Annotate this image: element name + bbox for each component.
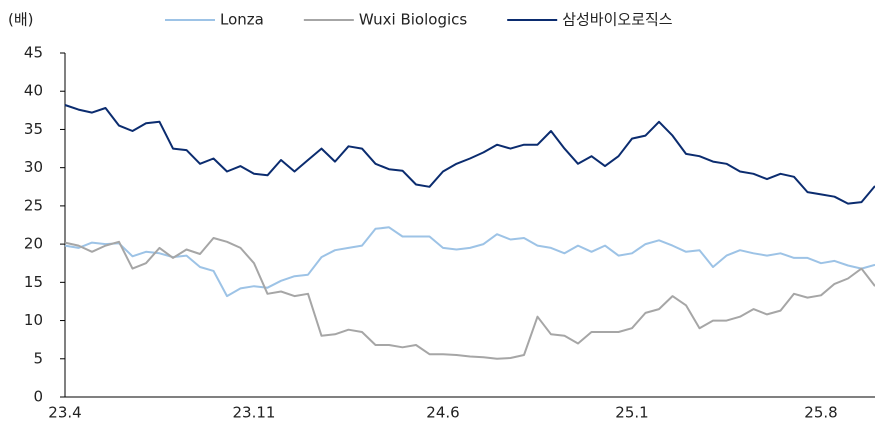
- legend-label: Wuxi Biologics: [359, 11, 468, 29]
- y-tick-label: 35: [24, 120, 43, 138]
- y-tick-label: 25: [24, 196, 43, 214]
- y-tick-label: 20: [24, 235, 43, 253]
- series-line: [64, 237, 875, 360]
- x-tick-label: 24.6: [426, 404, 459, 422]
- x-tick-label: 23.11: [233, 404, 276, 422]
- series-line: [64, 226, 875, 298]
- y-tick-label: 5: [33, 349, 43, 367]
- y-tick-label: 10: [24, 311, 43, 329]
- x-tick-label: 25.1: [615, 404, 648, 422]
- y-axis-label: (배): [8, 11, 34, 29]
- y-tick-label: 15: [24, 273, 43, 291]
- x-tick-label: 25.8: [804, 404, 837, 422]
- y-tick-label: 45: [24, 44, 43, 62]
- legend-label: 삼성바이오로직스: [562, 11, 673, 29]
- series-line: [64, 104, 875, 205]
- y-tick-label: 0: [33, 388, 43, 406]
- y-tick-label: 30: [24, 158, 43, 176]
- x-tick-label: 23.4: [48, 404, 81, 422]
- legend-label: Lonza: [220, 11, 264, 29]
- y-tick-label: 40: [24, 82, 43, 100]
